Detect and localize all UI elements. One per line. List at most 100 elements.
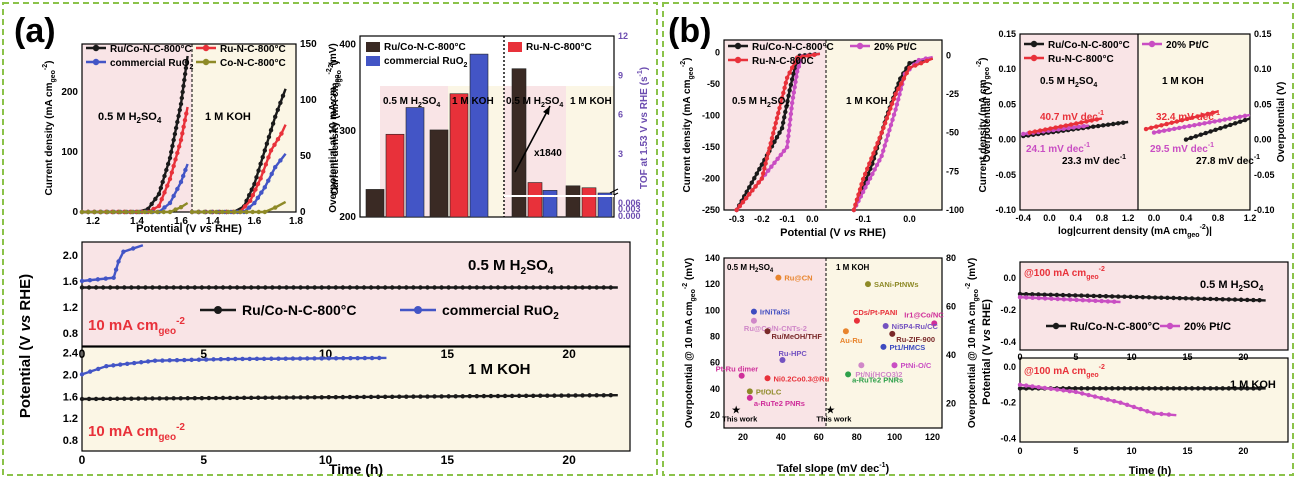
cmp-b-ytick-right: 40	[946, 350, 956, 360]
stab-a-series-marker	[326, 356, 332, 361]
lsv-a-series-marker	[268, 148, 274, 153]
lsv-b-series-marker	[750, 188, 755, 193]
lsv-a-series-marker	[173, 207, 178, 212]
stab-b-series-marker	[1134, 386, 1139, 391]
lsv-a-series-marker	[178, 137, 184, 143]
stab-a-series-marker	[495, 285, 501, 290]
lsv-a-series-marker	[181, 83, 186, 89]
stab-a-legend: Ru/Co-N-C-800°C commercial RuO2	[200, 302, 559, 322]
lsv-b-series-marker	[806, 53, 811, 58]
stab-b-xlabel: Time (h)	[1129, 465, 1172, 477]
stab-b-series-marker	[1122, 294, 1127, 299]
bars-a-zone4: 1 M KOH	[570, 96, 612, 107]
lsv-a-series-marker	[172, 131, 178, 137]
tafel-b-xtick: 0.8	[1096, 213, 1109, 223]
stab-a-xtick-top: 0	[79, 347, 86, 361]
comparison-point	[882, 323, 889, 329]
lsv-b-zone2: 1 M KOH	[846, 96, 888, 107]
stab-b-series-marker	[1111, 398, 1117, 404]
lsv-b-series-marker	[785, 98, 790, 104]
bars-a-ytick: 300	[339, 126, 356, 137]
tafel-b-series-marker	[1063, 123, 1069, 128]
comparison-point	[853, 317, 860, 324]
tafel-b-series-marker	[1210, 110, 1216, 115]
stab-b-series-marker	[1159, 295, 1164, 300]
stab-b-series-marker	[1066, 293, 1072, 298]
stab-a-series-marker	[136, 396, 141, 401]
lsv-b-series-marker	[774, 115, 780, 121]
bar	[581, 187, 597, 218]
comparison-point	[750, 317, 757, 324]
lsv-a-series-marker	[167, 155, 173, 161]
stab-b-top-label: 0.5 M H2SO4	[1200, 279, 1264, 293]
tafel-b-series-marker	[1172, 126, 1177, 132]
lsv-b-series-marker	[787, 70, 792, 75]
lsv-b-series-marker	[771, 130, 776, 136]
lsv-a-series-marker	[220, 209, 225, 215]
comparison-point	[891, 362, 898, 369]
stab-a-xtick: 15	[441, 453, 455, 467]
lsv-b-ytick-right: -25	[946, 89, 959, 99]
stab-a-series-marker	[254, 356, 260, 362]
stab-b-series-marker	[1112, 299, 1117, 304]
stab-a-series-marker	[129, 396, 134, 401]
comparison-point	[858, 362, 865, 369]
tafel-b-slope2: 24.1 mV dec-1	[1026, 142, 1090, 155]
lsv-b-series-marker	[884, 116, 890, 121]
stab-b-series-marker	[1103, 294, 1109, 299]
legend-marker	[734, 56, 742, 64]
lsv-b-series-marker	[872, 167, 877, 172]
lsv-b-series-marker	[874, 162, 880, 168]
stab-a-series-marker	[218, 357, 224, 362]
stab-a-series-marker	[523, 393, 529, 399]
tafel-b-series-marker	[1187, 123, 1192, 129]
lsv-b-series-marker	[763, 161, 768, 166]
stab-a-ytick: 1.2	[63, 302, 78, 314]
lsv-b-series-marker	[877, 158, 882, 163]
lsv-a-series-marker	[270, 121, 276, 126]
legend-marker	[734, 42, 742, 50]
stab-a-series-marker	[249, 395, 254, 400]
stab-b-bottom-label: 1 M KOH	[1230, 379, 1276, 391]
lsv-a-series-marker	[180, 131, 185, 136]
tafel-b-xtick: -0.4	[1016, 213, 1032, 223]
lsv-b-series-marker	[786, 128, 792, 133]
lsv-b-ytick: -100	[702, 111, 720, 121]
stab-a-series-marker	[79, 278, 85, 284]
bars-a-ytick-right: 0.006	[618, 198, 641, 208]
lsv-b-series-marker	[781, 90, 786, 96]
comparison-point	[864, 281, 871, 288]
lsv-a-ytick: 200	[61, 87, 78, 98]
stab-a-series-marker	[552, 285, 557, 290]
lsv-b-xtick: 0.0	[806, 214, 819, 224]
stab-a-xlabel: Time (h)	[329, 461, 383, 477]
stab-a-series-marker	[225, 356, 231, 362]
lsv-b-series-marker	[865, 180, 870, 186]
tafel-b-ytick: -0.10	[995, 205, 1016, 215]
lsv-a-series-marker	[250, 209, 255, 215]
stab-a-series-marker	[340, 394, 346, 400]
stab-a-series-marker	[211, 357, 216, 362]
lsv-a-series-marker	[156, 191, 162, 197]
lsv-b-series-marker	[743, 195, 749, 201]
stab-a-series-marker	[312, 395, 317, 400]
lsv-a-series-marker	[258, 161, 263, 167]
lsv-a-series-marker	[148, 209, 154, 215]
stab-a-series-marker	[79, 396, 85, 402]
tafel-b-xlabel: log|current density (mA cmgeo-2)|	[1058, 224, 1212, 239]
stab-b-xtick: 5	[1073, 446, 1078, 456]
stab-a-series-marker	[446, 285, 451, 290]
lsv-b-series-marker	[918, 60, 924, 66]
cmp-b-ytick: 100	[705, 305, 720, 315]
stab-a-series-marker	[276, 356, 281, 361]
lsv-a-series-marker	[165, 183, 170, 188]
lsv-a-ylabel-right: Current density (mA cmgeo-2)	[328, 60, 343, 195]
stab-a-series-marker	[531, 393, 536, 398]
lsv-b-xtick: -0.1	[779, 214, 795, 224]
legend-marker	[414, 306, 422, 314]
lsv-b-series-marker	[787, 122, 792, 128]
lsv-b-series-marker	[857, 187, 863, 192]
stab-a-series-marker	[580, 393, 585, 398]
bars-a-ytick-right: 9	[618, 70, 623, 80]
tafel-b-series-marker	[1193, 134, 1199, 139]
